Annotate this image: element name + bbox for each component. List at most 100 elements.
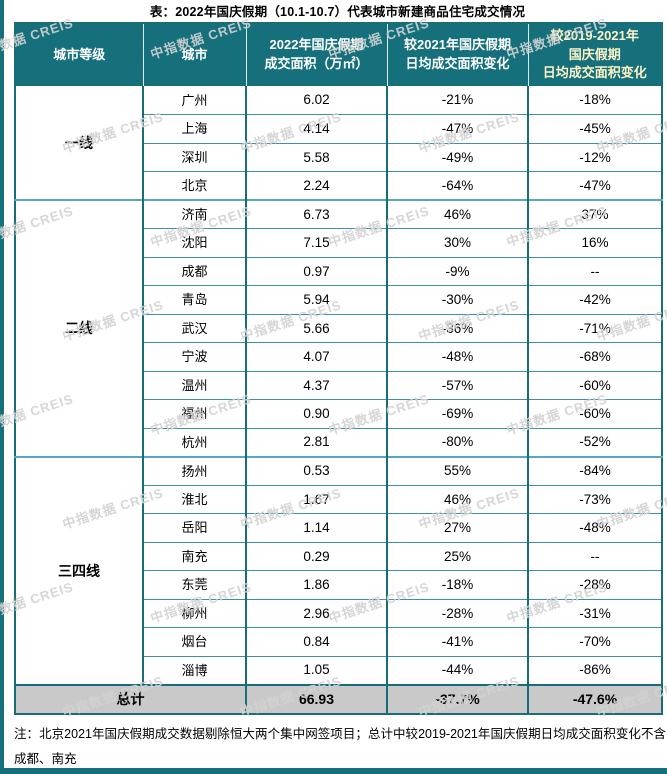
table-row: 一线 广州 6.02 -21% -18% [15, 86, 662, 200]
tier-cell: 一线 [15, 86, 144, 200]
data-table: 城市等级 城市 2022年国庆假期 成交面积（万㎡） 较2021年国庆假期 日均… [14, 22, 663, 715]
change-vs-2021-cell: -69% [387, 399, 529, 428]
change-vs-2021-cell: -57% [387, 370, 529, 400]
area-cell: 4.14 [246, 114, 388, 143]
change-vs-2021-cell: -21% [387, 86, 529, 115]
area-cell: 6.73 [246, 199, 388, 229]
change-vs-2021-cell: -9% [387, 256, 529, 286]
table-row: 青岛 5.94 -30% -42% [15, 285, 662, 314]
city-cell: 成都 [143, 256, 247, 286]
area-cell: 4.07 [246, 342, 388, 371]
area-cell: 0.29 [246, 541, 388, 571]
table-row: 二线 济南 6.73 46% 37% [15, 199, 662, 457]
table-row: 淄博 1.05 -44% -86% [15, 655, 662, 685]
change-vs-2021-cell: -64% [387, 171, 529, 200]
city-cell: 岳阳 [143, 513, 247, 542]
city-cell: 济南 [143, 199, 247, 229]
city-cell: 广州 [143, 86, 247, 115]
table-row: 淮北 1.67 46% -73% [15, 484, 662, 514]
change-vs-2019-2021-cell: -12% [528, 142, 662, 172]
bottom-accent-bar [0, 768, 667, 774]
city-cell: 淮北 [143, 484, 247, 514]
column-header-city: 城市 [142, 23, 246, 86]
city-cell: 杭州 [143, 427, 247, 457]
change-vs-2019-2021-cell: 16% [528, 228, 662, 257]
city-cell: 南充 [143, 541, 247, 571]
city-cell: 福州 [143, 399, 247, 428]
city-cell: 青岛 [143, 285, 247, 314]
table-row: 三四线 扬州 0.53 55% -84% [15, 455, 662, 685]
table-row: 福州 0.90 -69% -60% [15, 399, 662, 428]
change-vs-2019-2021-cell: -70% [528, 627, 662, 656]
city-cell: 宁波 [143, 342, 247, 371]
city-cell: 上海 [143, 114, 247, 143]
area-cell: 1.86 [246, 570, 388, 599]
table-row: 南充 0.29 25% -- [15, 541, 662, 571]
left-accent-bar [0, 0, 4, 774]
change-vs-2021-cell: -80% [387, 427, 529, 457]
tier-cell: 二线 [15, 199, 144, 457]
area-cell: 5.94 [246, 285, 388, 314]
area-cell: 1.05 [246, 655, 388, 685]
change-vs-2019-2021-cell: -- [528, 541, 662, 571]
change-vs-2019-2021-cell: -31% [528, 598, 662, 628]
table-row: 温州 4.37 -57% -60% [15, 370, 662, 400]
total-label-cell: 总计 [15, 683, 247, 714]
area-cell: 7.15 [246, 228, 388, 257]
area-cell: 1.14 [246, 513, 388, 542]
change-vs-2021-cell: 55% [387, 455, 529, 485]
area-cell: 6.02 [246, 86, 388, 115]
change-vs-2019-2021-cell: -86% [528, 655, 662, 685]
city-cell: 温州 [143, 370, 247, 400]
change-vs-2021-cell: -48% [387, 342, 529, 371]
page-title: 表：2022年国庆假期（10.1-10.7）代表城市新建商品住宅成交情况 [149, 5, 526, 19]
change-vs-2021-cell: -28% [387, 598, 529, 628]
column-header-vs-2021: 较2021年国庆假期 日均成交面积变化 [386, 23, 528, 86]
area-cell: 5.66 [246, 313, 388, 343]
table-row: 成都 0.97 -9% -- [15, 256, 662, 286]
total-change-vs-2021-cell: -37.7% [387, 683, 529, 714]
change-vs-2019-2021-cell: -28% [528, 570, 662, 599]
area-cell: 1.67 [246, 484, 388, 514]
table-header: 城市等级 城市 2022年国庆假期 成交面积（万㎡） 较2021年国庆假期 日均… [15, 23, 662, 86]
change-vs-2021-cell: -47% [387, 114, 529, 143]
change-vs-2019-2021-cell: -48% [528, 513, 662, 542]
change-vs-2019-2021-cell: -60% [528, 399, 662, 428]
change-vs-2021-cell: 46% [387, 484, 529, 514]
area-cell: 0.53 [246, 455, 388, 485]
city-cell: 柳州 [143, 598, 247, 628]
city-cell: 烟台 [143, 627, 247, 656]
change-vs-2021-cell: -18% [387, 570, 529, 599]
city-cell: 东莞 [143, 570, 247, 599]
change-vs-2021-cell: 25% [387, 541, 529, 571]
change-vs-2019-2021-cell: -68% [528, 342, 662, 371]
change-vs-2021-cell: 30% [387, 228, 529, 257]
area-cell: 2.81 [246, 427, 388, 457]
table-row: 北京 2.24 -64% -47% [15, 171, 662, 200]
city-cell: 武汉 [143, 313, 247, 343]
table-row: 深圳 5.58 -49% -12% [15, 142, 662, 172]
column-header-vs-2019-2021: 较2019-2021年 国庆假期 日均成交面积变化 [527, 23, 662, 86]
column-header-city-tier: 城市等级 [15, 23, 143, 86]
area-cell: 4.37 [246, 370, 388, 400]
table-body: 一线 广州 6.02 -21% -18% 上海 4.14 -47% -45% 深圳 5.58 -49%… [15, 86, 662, 714]
table-header-row: 城市等级 城市 2022年国庆假期 成交面积（万㎡） 较2021年国庆假期 日均… [15, 23, 662, 86]
city-cell: 北京 [143, 171, 247, 200]
change-vs-2019-2021-cell: -18% [579, 92, 611, 108]
table-row: 武汉 5.66 -36% -71% [15, 313, 662, 343]
change-vs-2019-2021-cell: 37% [528, 199, 662, 229]
tier-cell: 三四线 [15, 455, 144, 685]
change-vs-2021-cell: 46% [387, 199, 529, 229]
table-row: 烟台 0.84 -41% -70% [15, 627, 662, 656]
change-vs-2021-cell: -30% [387, 285, 529, 314]
note-text: 注：北京2021年国庆假期成交数据剔除恒大两个集中网签项目；总计中较2019-2… [14, 726, 666, 766]
city-cell: 深圳 [143, 142, 247, 172]
change-vs-2019-2021-cell: -45% [528, 114, 662, 143]
change-vs-2019-2021-cell: -60% [528, 370, 662, 400]
change-vs-2021-cell: -49% [387, 142, 529, 172]
table-row: 宁波 4.07 -48% -68% [15, 342, 662, 371]
table-row: 沈阳 7.15 30% 16% [15, 228, 662, 257]
table-row: 东莞 1.86 -18% -28% [15, 570, 662, 599]
change-vs-2019-2021-cell: -71% [528, 313, 662, 343]
